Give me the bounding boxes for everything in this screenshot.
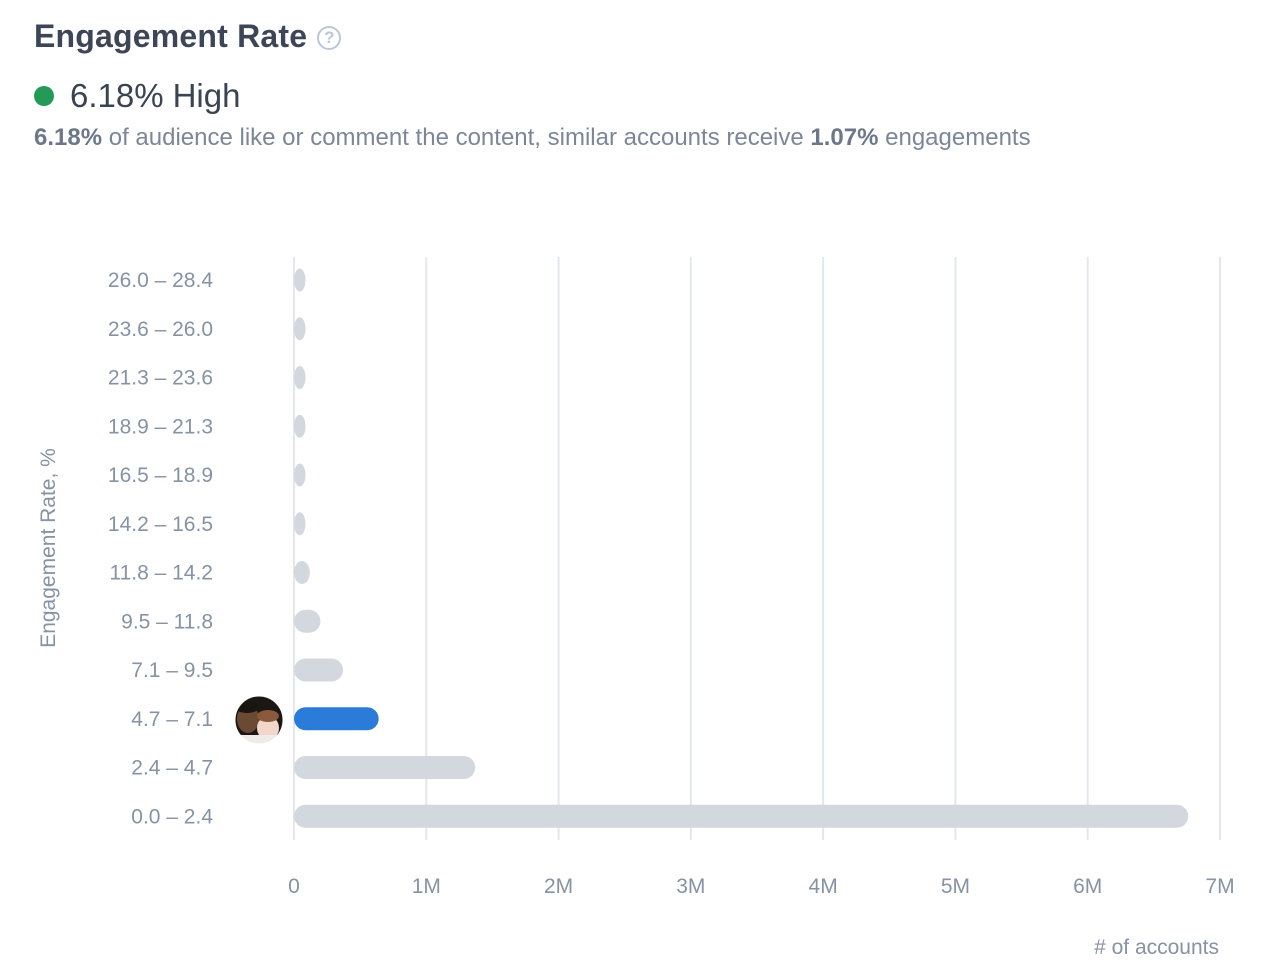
grid-lines bbox=[293, 257, 1221, 840]
summary-text-end: engagements bbox=[878, 124, 1031, 151]
y-tick-label: 9.5 – 11.8 bbox=[121, 610, 213, 633]
y-tick-label: 4.7 – 7.1 bbox=[131, 708, 213, 731]
question-circle-icon[interactable]: ? bbox=[317, 26, 342, 50]
engagement-status: 6.18% High bbox=[34, 74, 240, 118]
engagement-summary: 6.18% of audience like or comment the co… bbox=[34, 124, 1031, 152]
y-tick-label: 7.1 – 9.5 bbox=[131, 659, 213, 682]
y-tick-label: 21.3 – 23.6 bbox=[108, 367, 213, 390]
x-tick-labels: 0 1M 2M 3M 4M 5M 6M 7M bbox=[288, 875, 1234, 898]
y-tick-label: 26.0 – 28.4 bbox=[108, 269, 213, 292]
highlighted-bar[interactable] bbox=[294, 707, 379, 731]
status-dot-icon bbox=[34, 86, 54, 106]
bar[interactable] bbox=[294, 658, 343, 682]
chart-header: Engagement Rate ? bbox=[34, 14, 342, 58]
y-tick-label: 2.4 – 4.7 bbox=[131, 757, 213, 780]
bar[interactable] bbox=[294, 317, 306, 341]
y-tick-label: 18.9 – 21.3 bbox=[108, 415, 213, 438]
y-tick-label: 14.2 – 16.5 bbox=[108, 513, 213, 536]
bars bbox=[294, 268, 1189, 828]
x-tick-label: 2M bbox=[544, 875, 573, 898]
avatar bbox=[234, 695, 284, 745]
x-tick-label: 1M bbox=[412, 875, 441, 898]
y-tick-label: 16.5 – 18.9 bbox=[108, 464, 213, 487]
y-tick-label: 23.6 – 26.0 bbox=[108, 318, 213, 341]
y-axis-title: Engagement Rate, % bbox=[37, 448, 60, 648]
x-tick-label: 6M bbox=[1073, 875, 1102, 898]
bar[interactable] bbox=[294, 609, 321, 633]
x-tick-label: 0 bbox=[288, 875, 300, 898]
x-tick-label: 5M bbox=[941, 875, 970, 898]
bar[interactable] bbox=[294, 804, 1189, 828]
summary-text-middle: of audience like or comment the content,… bbox=[102, 124, 811, 151]
status-text: 6.18% High bbox=[70, 77, 240, 115]
x-tick-label: 4M bbox=[809, 875, 838, 898]
summary-value: 6.18% bbox=[34, 124, 103, 151]
x-tick-label: 3M bbox=[676, 875, 705, 898]
bar[interactable] bbox=[294, 756, 476, 779]
page-title: Engagement Rate bbox=[34, 17, 308, 54]
status-label: High bbox=[172, 77, 241, 114]
y-tick-label: 11.8 – 14.2 bbox=[109, 562, 213, 585]
x-tick-label: 7M bbox=[1205, 875, 1234, 898]
bar[interactable] bbox=[294, 463, 306, 487]
y-tick-labels: 26.0 – 28.4 23.6 – 26.0 21.3 – 23.6 18.9 – … bbox=[108, 269, 213, 828]
bar[interactable] bbox=[294, 512, 306, 536]
status-value: 6.18% bbox=[70, 77, 164, 114]
summary-benchmark: 1.07% bbox=[810, 124, 879, 151]
bar[interactable] bbox=[294, 268, 306, 292]
y-tick-label: 0.0 – 2.4 bbox=[131, 805, 213, 828]
bar[interactable] bbox=[294, 414, 306, 438]
x-axis-title: # of accounts bbox=[1094, 936, 1219, 959]
bar[interactable] bbox=[294, 561, 310, 584]
bar[interactable] bbox=[294, 366, 306, 389]
